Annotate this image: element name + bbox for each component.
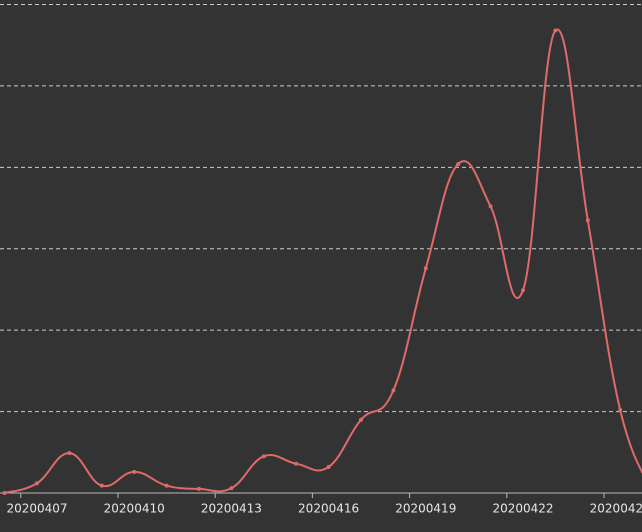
- data-point: [99, 483, 104, 488]
- series-line: [4, 28, 642, 494]
- x-tick-label: 20200419: [395, 502, 456, 516]
- data-point: [2, 491, 7, 495]
- data-point: [618, 407, 623, 412]
- data-point: [326, 464, 331, 469]
- data-point: [553, 28, 558, 33]
- data-point: [456, 162, 461, 167]
- x-tick-label: 20200422: [492, 502, 553, 516]
- x-tick-label: 20200407: [6, 502, 67, 516]
- data-point: [585, 218, 590, 223]
- data-point: [359, 417, 363, 422]
- data-point: [132, 469, 137, 474]
- data-point: [67, 451, 72, 456]
- data-point: [294, 461, 299, 466]
- data-point: [35, 481, 39, 486]
- data-point: [488, 204, 493, 209]
- data-point: [391, 388, 396, 393]
- data-point: [521, 288, 525, 293]
- data-point: [423, 266, 428, 271]
- data-point: [261, 454, 266, 459]
- x-tick-label: 20200413: [201, 502, 262, 516]
- x-tick-label: 20200410: [104, 502, 165, 516]
- data-point: [164, 483, 169, 488]
- data-point: [229, 486, 234, 491]
- data-point: [197, 486, 201, 491]
- x-tick-label: 20200416: [298, 502, 359, 516]
- x-tick-label: 20200425: [590, 502, 642, 516]
